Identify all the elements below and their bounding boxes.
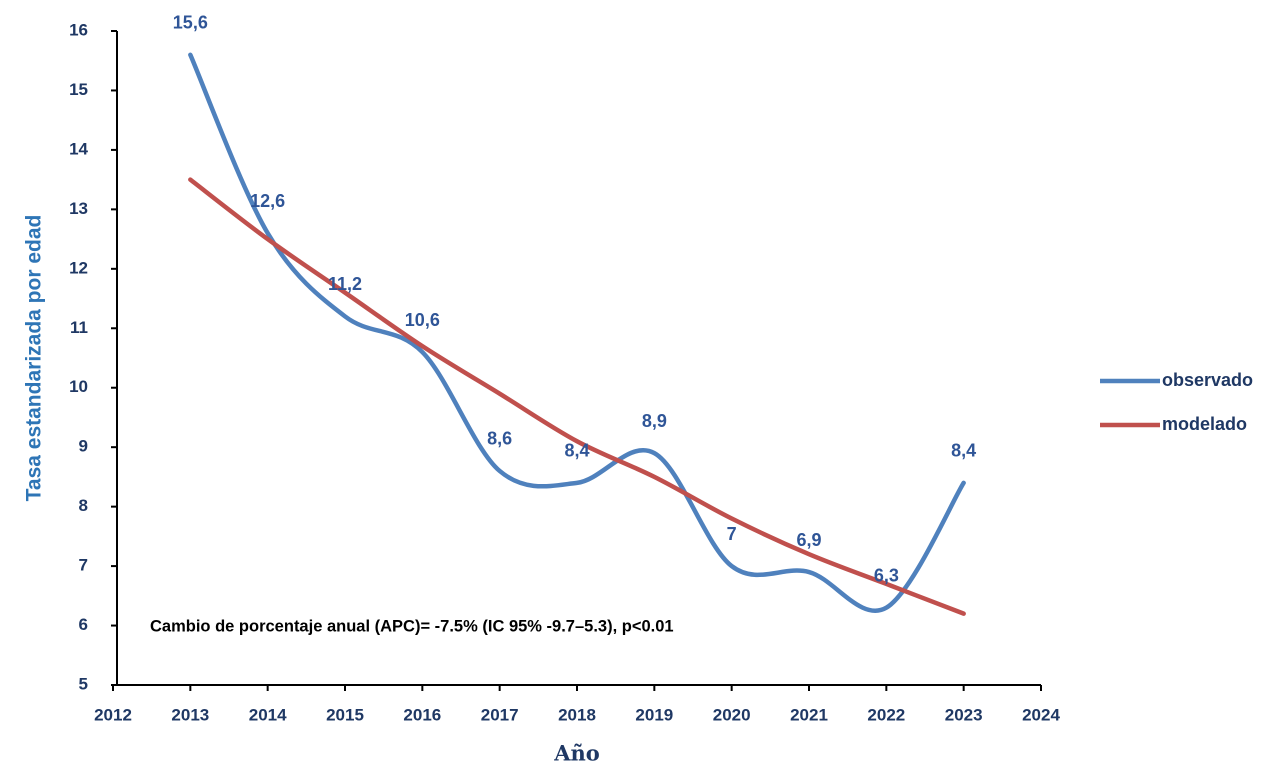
series-line — [188, 177, 966, 616]
x-axis-label: Año — [553, 741, 600, 765]
legend-label: modelado — [1162, 414, 1247, 434]
y-tick-label: 9 — [79, 437, 88, 456]
data-label: 7 — [727, 524, 737, 544]
data-label: 6,9 — [796, 530, 821, 550]
annotation: Cambio de porcentaje anual (APC)= -7.5% … — [150, 617, 674, 635]
data-label: 11,2 — [328, 274, 362, 294]
data-label: 8,6 — [487, 429, 512, 449]
y-tick-label: 6 — [79, 615, 88, 634]
y-tick-label: 11 — [70, 318, 88, 337]
y-tick-label: 8 — [79, 496, 88, 515]
x-tick-label: 2020 — [713, 705, 751, 724]
y-tick-label: 12 — [69, 258, 88, 277]
y-tick-label: 5 — [79, 674, 88, 693]
x-tick-label: 2019 — [635, 705, 673, 724]
y-tick-label: 10 — [69, 377, 88, 396]
x-tick-label: 2017 — [481, 705, 519, 724]
y-tick-label: 7 — [79, 556, 88, 575]
data-label: 6,3 — [874, 565, 899, 585]
y-axis-label: Tasa estandarizada por edad — [23, 215, 46, 502]
y-tick-label: 14 — [69, 139, 88, 158]
x-tick-label: 2022 — [867, 705, 905, 724]
x-tick-label: 2021 — [790, 705, 828, 724]
x-tick-label: 2018 — [558, 705, 596, 724]
y-tick-label: 16 — [69, 20, 88, 39]
data-label: 8,9 — [642, 411, 667, 431]
data-label: 8,4 — [564, 441, 589, 461]
series-line — [188, 52, 966, 613]
data-label: 8,4 — [951, 441, 976, 461]
x-tick-label: 2024 — [1022, 705, 1060, 724]
x-tick-label: 2013 — [171, 705, 209, 724]
y-tick-label: 13 — [69, 199, 88, 218]
data-label: 12,6 — [250, 191, 285, 211]
x-tick-label: 2014 — [249, 705, 287, 724]
x-tick-label: 2015 — [326, 705, 364, 724]
x-tick-label: 2023 — [945, 705, 983, 724]
data-label: 10,6 — [405, 310, 440, 330]
data-label: 15,6 — [173, 13, 208, 33]
y-tick-label: 15 — [69, 80, 88, 99]
x-tick-label: 2012 — [94, 705, 132, 724]
legend-label: observado — [1162, 370, 1253, 390]
x-tick-label: 2016 — [403, 705, 441, 724]
